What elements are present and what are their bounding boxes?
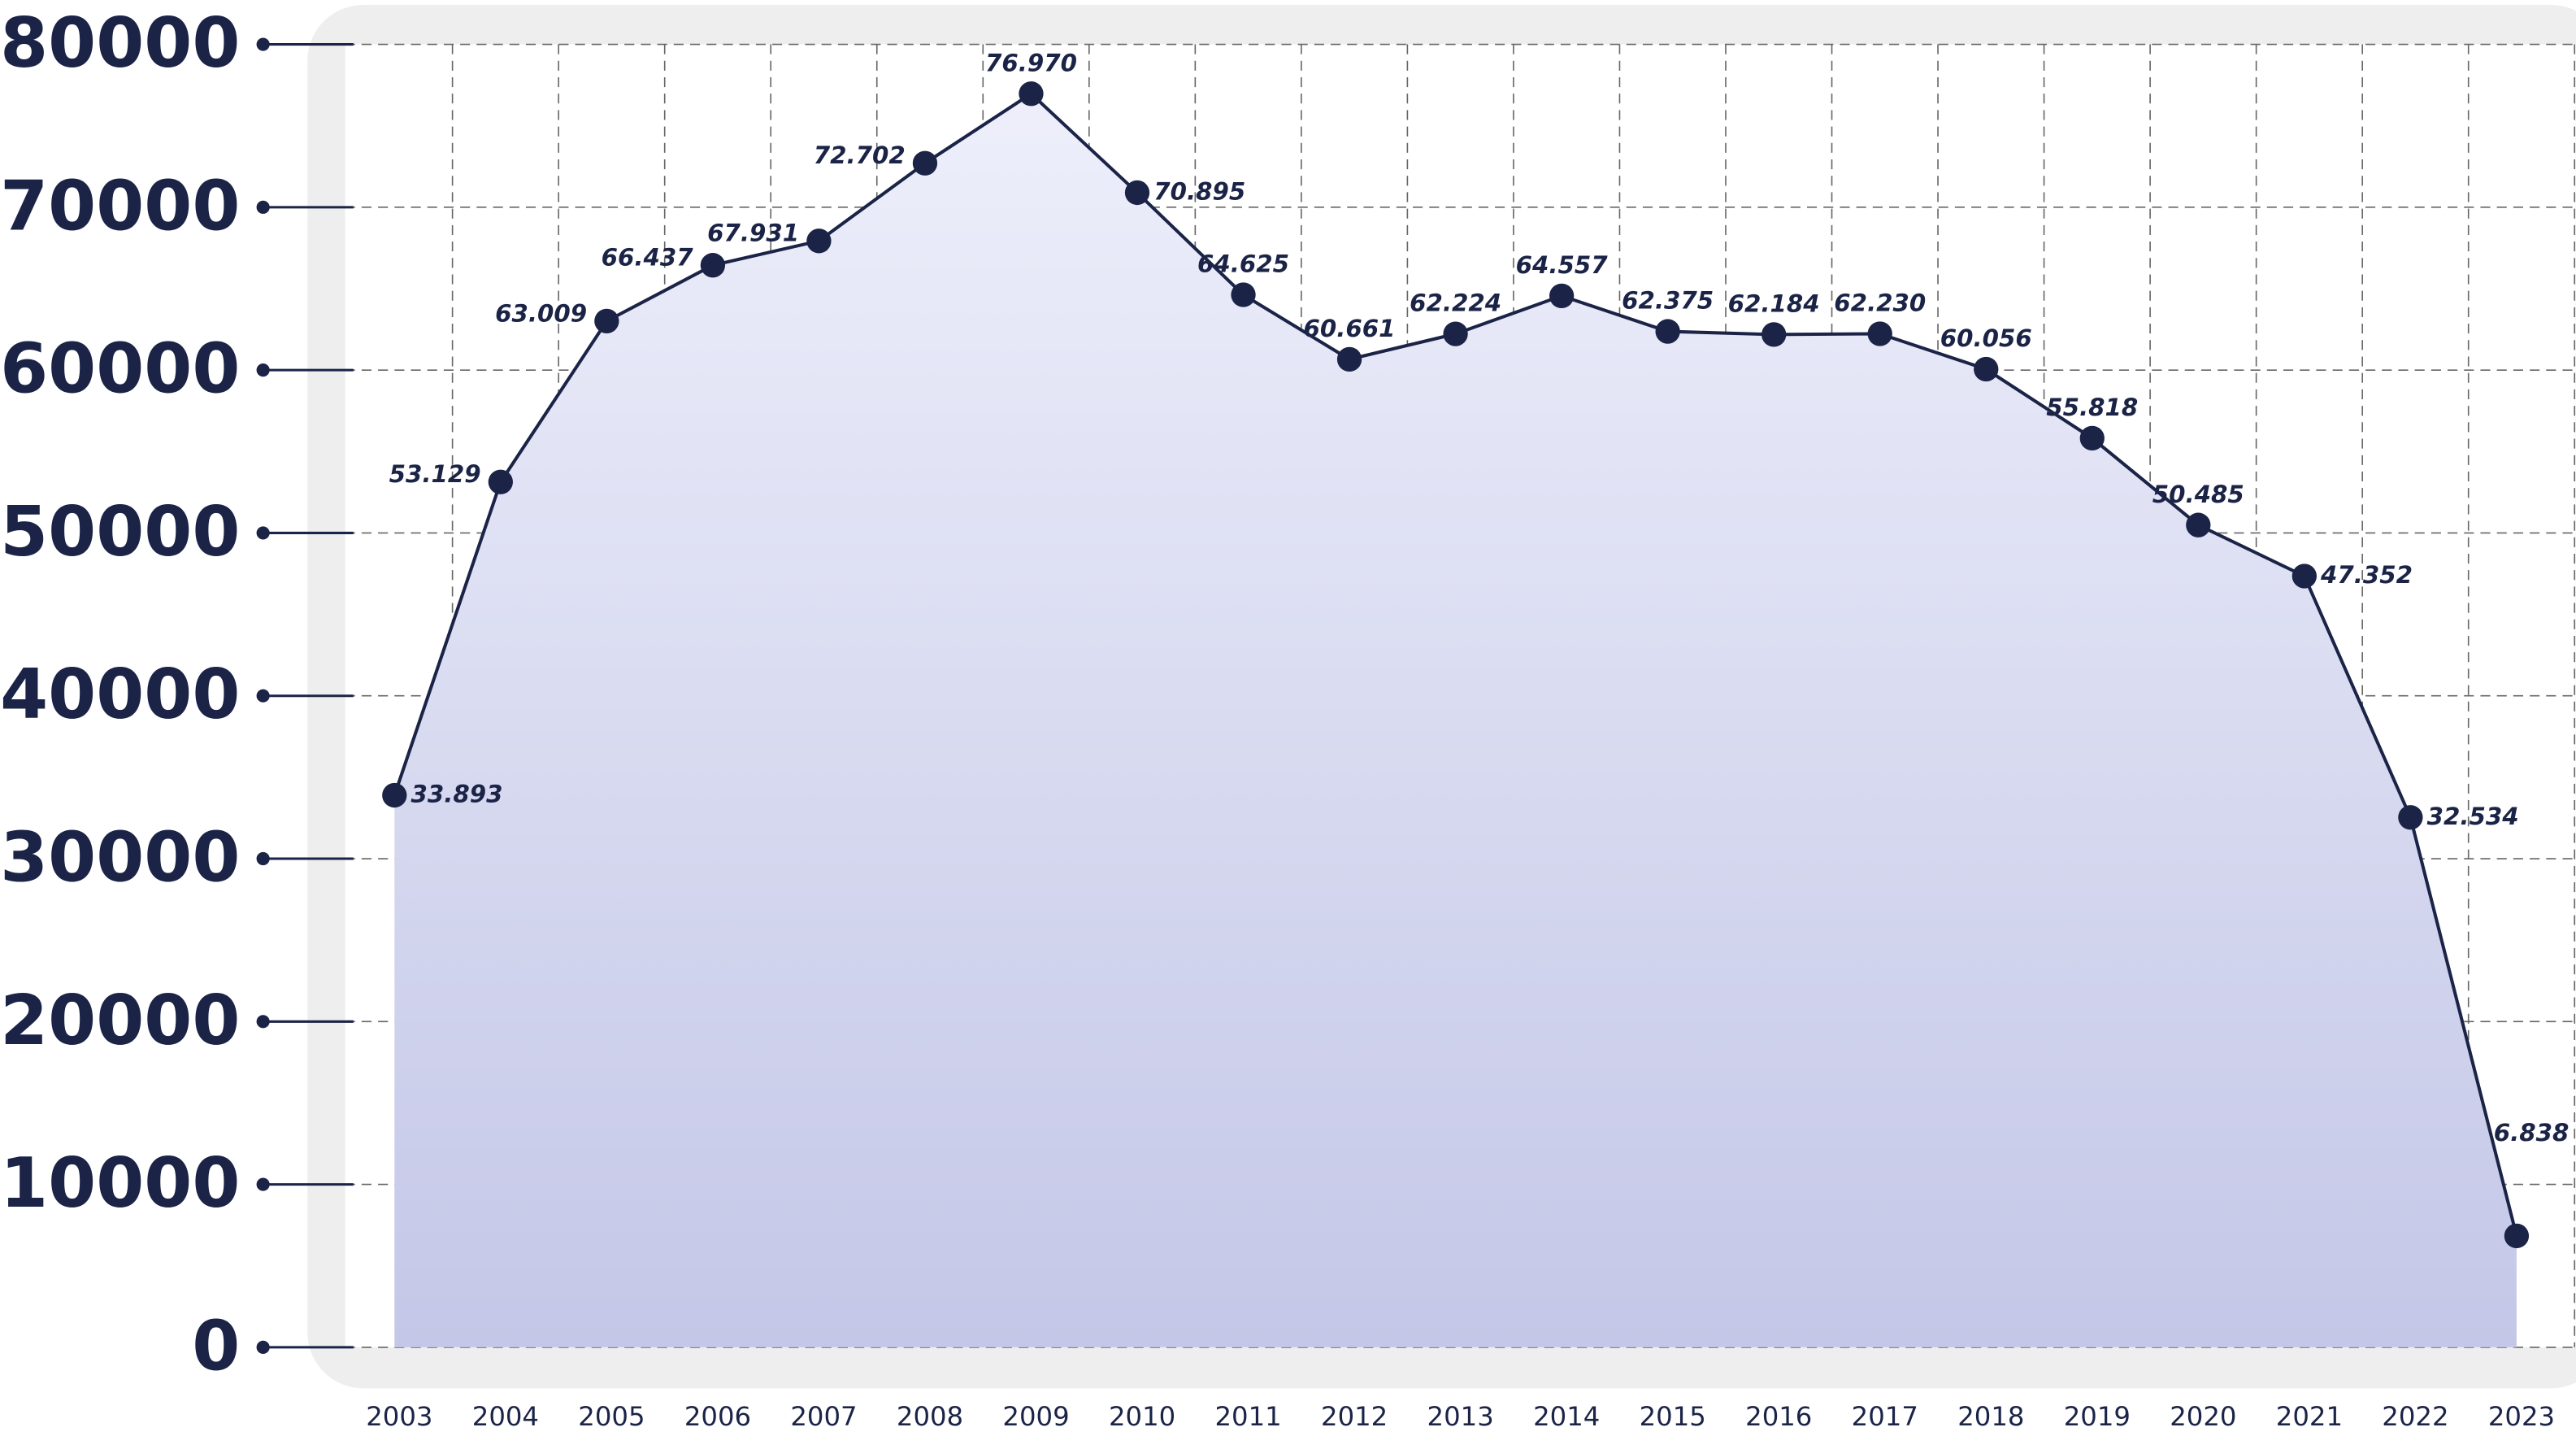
- y-tick-dot: [256, 526, 270, 540]
- value-label: 50.485: [2152, 481, 2244, 508]
- value-label: 62.224: [1410, 289, 1501, 317]
- value-label: 70.895: [1153, 177, 1245, 205]
- point: [1867, 321, 1892, 346]
- point: [2079, 425, 2105, 451]
- x-tick-label: 2023: [2488, 1401, 2555, 1432]
- x-tick-label: 2022: [2382, 1401, 2448, 1432]
- point: [1655, 319, 1680, 344]
- value-label: 66.437: [602, 244, 694, 272]
- x-tick-label: 2017: [1852, 1401, 1918, 1432]
- x-tick-label: 2010: [1109, 1401, 1175, 1432]
- point: [2398, 805, 2423, 830]
- value-label: 72.702: [814, 141, 906, 169]
- point: [1549, 283, 1575, 309]
- point: [382, 782, 407, 808]
- point: [2186, 512, 2211, 537]
- point: [700, 253, 726, 278]
- point: [1124, 180, 1150, 206]
- point: [2504, 1223, 2530, 1249]
- x-tick-label: 2012: [1321, 1401, 1388, 1432]
- point: [1336, 346, 1362, 372]
- value-label: 67.931: [707, 220, 799, 247]
- value-label: 64.557: [1516, 251, 1609, 279]
- value-label: 62.184: [1728, 290, 1820, 318]
- y-tick-dot: [256, 689, 270, 703]
- y-tick-label: 80000: [0, 3, 240, 84]
- point: [1443, 321, 1468, 346]
- y-tick-label: 40000: [0, 655, 240, 735]
- x-tick-label: 2014: [1533, 1401, 1600, 1432]
- point: [1231, 282, 1256, 307]
- value-label: 47.352: [2320, 561, 2413, 589]
- x-tick-label: 2011: [1214, 1401, 1281, 1432]
- y-tick-label: 70000: [0, 166, 240, 246]
- value-label: 63.009: [495, 299, 587, 327]
- point: [912, 150, 938, 176]
- y-tick-dot: [256, 1177, 270, 1191]
- value-label: 55.818: [2046, 394, 2138, 421]
- point: [594, 308, 619, 334]
- point: [2291, 564, 2317, 589]
- x-tick-label: 2005: [578, 1401, 645, 1432]
- y-tick-label: 10000: [0, 1143, 240, 1224]
- y-tick-label: 50000: [0, 492, 240, 572]
- y-tick-dot: [256, 851, 270, 866]
- value-label: 32.534: [2427, 803, 2519, 830]
- value-label: 60.661: [1304, 315, 1396, 342]
- x-tick-label: 2019: [2064, 1401, 2131, 1432]
- y-tick-dot: [256, 37, 270, 51]
- y-tick-label: 30000: [0, 817, 240, 898]
- area: [394, 94, 2517, 1347]
- value-label: 53.129: [389, 460, 481, 488]
- y-tick-label: 0: [192, 1306, 240, 1386]
- x-tick-label: 2013: [1427, 1401, 1494, 1432]
- x-tick-label: 2003: [366, 1401, 432, 1432]
- x-tick-label: 2006: [684, 1401, 751, 1432]
- value-label: 6.838: [2494, 1119, 2569, 1147]
- y-tick-dot: [256, 200, 270, 214]
- value-label: 33.893: [411, 781, 503, 808]
- x-tick-label: 2007: [790, 1401, 857, 1432]
- x-tick-label: 2018: [1957, 1401, 2024, 1432]
- point: [806, 228, 832, 254]
- value-label: 62.375: [1622, 287, 1714, 315]
- value-label: 62.230: [1834, 289, 1926, 317]
- x-tick-label: 2015: [1640, 1401, 1706, 1432]
- point: [1974, 356, 1999, 382]
- point: [488, 469, 513, 494]
- y-tick-dot: [256, 1015, 270, 1029]
- x-tick-label: 2008: [897, 1401, 963, 1432]
- y-tick-dot: [256, 1340, 270, 1354]
- value-label: 60.056: [1940, 324, 2032, 352]
- value-label: 76.970: [985, 49, 1077, 76]
- x-tick-label: 2009: [1002, 1401, 1069, 1432]
- x-tick-label: 2004: [472, 1401, 539, 1432]
- y-tick-label: 60000: [0, 329, 240, 410]
- x-tick-label: 2021: [2276, 1401, 2343, 1432]
- x-tick-label: 2016: [1745, 1401, 1812, 1432]
- x-tick-label: 2020: [2170, 1401, 2236, 1432]
- y-tick-label: 20000: [0, 981, 240, 1061]
- y-tick-dot: [256, 363, 270, 377]
- point: [1761, 322, 1787, 347]
- point: [1019, 81, 1044, 107]
- value-label: 64.625: [1197, 250, 1289, 278]
